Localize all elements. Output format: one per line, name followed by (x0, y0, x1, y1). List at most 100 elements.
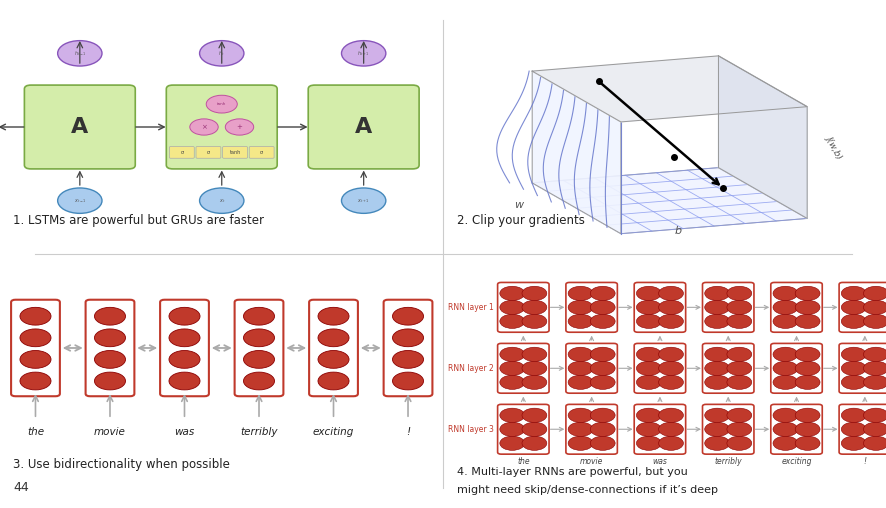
Circle shape (168, 329, 200, 346)
FancyBboxPatch shape (196, 146, 221, 158)
Circle shape (206, 96, 237, 113)
Circle shape (727, 422, 751, 436)
Circle shape (521, 287, 546, 301)
Circle shape (636, 375, 661, 389)
Circle shape (95, 329, 126, 346)
FancyBboxPatch shape (565, 282, 617, 332)
Text: RNN layer 1: RNN layer 1 (447, 303, 494, 312)
Circle shape (772, 361, 797, 375)
Text: σ: σ (260, 150, 263, 155)
Circle shape (521, 361, 546, 375)
FancyBboxPatch shape (633, 282, 685, 332)
Circle shape (657, 375, 683, 389)
FancyBboxPatch shape (235, 300, 284, 396)
FancyBboxPatch shape (770, 343, 821, 393)
Circle shape (500, 408, 525, 423)
Circle shape (590, 361, 615, 375)
Text: 4. Multi-layer RNNs are powerful, but you: 4. Multi-layer RNNs are powerful, but yo… (456, 467, 687, 478)
FancyBboxPatch shape (160, 300, 209, 396)
Circle shape (727, 408, 751, 423)
Circle shape (704, 422, 729, 436)
Circle shape (392, 329, 424, 346)
Text: σ: σ (206, 150, 210, 155)
Text: $x_{t+1}$: $x_{t+1}$ (357, 197, 369, 205)
Text: !: ! (406, 427, 409, 437)
Circle shape (225, 119, 253, 135)
Circle shape (521, 375, 546, 389)
Circle shape (704, 287, 729, 301)
Circle shape (199, 188, 244, 213)
Circle shape (567, 375, 592, 389)
Circle shape (244, 351, 275, 368)
Text: ×: × (201, 124, 206, 130)
Text: !: ! (862, 457, 866, 466)
Circle shape (590, 408, 615, 423)
FancyBboxPatch shape (702, 343, 753, 393)
Circle shape (795, 300, 820, 314)
Text: movie: movie (94, 427, 126, 437)
FancyBboxPatch shape (167, 85, 277, 169)
Circle shape (19, 351, 51, 368)
Circle shape (19, 372, 51, 390)
Text: might need skip/dense-connections if it’s deep: might need skip/dense-connections if it’… (456, 485, 717, 495)
Circle shape (772, 436, 797, 451)
Circle shape (521, 300, 546, 314)
FancyBboxPatch shape (838, 343, 886, 393)
Text: $x_{t-1}$: $x_{t-1}$ (74, 197, 86, 205)
Circle shape (704, 300, 729, 314)
Text: RNN layer 3: RNN layer 3 (447, 425, 494, 434)
Text: tanh: tanh (217, 102, 226, 106)
Text: A: A (71, 117, 89, 137)
Circle shape (795, 347, 820, 362)
FancyBboxPatch shape (497, 343, 548, 393)
Circle shape (341, 188, 385, 213)
Circle shape (341, 41, 385, 66)
FancyBboxPatch shape (633, 404, 685, 454)
Circle shape (567, 300, 592, 314)
Circle shape (727, 347, 751, 362)
Text: terribly: terribly (240, 427, 277, 437)
Circle shape (863, 422, 886, 436)
Circle shape (500, 314, 525, 329)
Circle shape (704, 375, 729, 389)
Text: 44: 44 (13, 481, 29, 494)
Circle shape (657, 361, 683, 375)
Circle shape (567, 287, 592, 301)
Circle shape (95, 307, 126, 325)
Text: terribly: terribly (713, 457, 742, 466)
Circle shape (590, 422, 615, 436)
Circle shape (521, 408, 546, 423)
Circle shape (841, 361, 866, 375)
Circle shape (590, 314, 615, 329)
Text: w: w (514, 200, 523, 210)
Circle shape (190, 119, 218, 135)
Circle shape (704, 408, 729, 423)
Circle shape (567, 314, 592, 329)
FancyBboxPatch shape (770, 282, 821, 332)
Text: 1. LSTMs are powerful but GRUs are faster: 1. LSTMs are powerful but GRUs are faste… (13, 214, 264, 228)
Circle shape (772, 375, 797, 389)
Circle shape (727, 375, 751, 389)
Circle shape (636, 408, 661, 423)
FancyBboxPatch shape (249, 146, 274, 158)
Circle shape (863, 314, 886, 329)
FancyBboxPatch shape (222, 146, 247, 158)
FancyBboxPatch shape (497, 282, 548, 332)
FancyBboxPatch shape (838, 282, 886, 332)
Circle shape (841, 375, 866, 389)
Circle shape (772, 287, 797, 301)
Circle shape (95, 351, 126, 368)
Circle shape (863, 361, 886, 375)
Circle shape (657, 287, 683, 301)
Circle shape (95, 372, 126, 390)
Circle shape (841, 314, 866, 329)
Polygon shape (532, 168, 806, 234)
Circle shape (657, 347, 683, 362)
Circle shape (704, 361, 729, 375)
Circle shape (636, 422, 661, 436)
Circle shape (863, 375, 886, 389)
Circle shape (863, 408, 886, 423)
Circle shape (590, 287, 615, 301)
Circle shape (392, 307, 424, 325)
Polygon shape (718, 56, 806, 218)
